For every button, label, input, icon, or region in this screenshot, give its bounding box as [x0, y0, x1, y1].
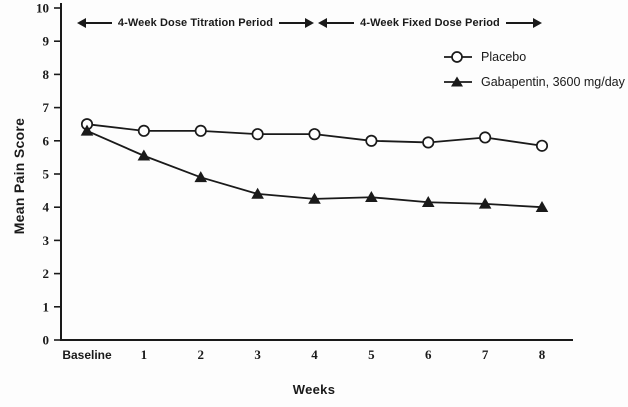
x-tick-label: 7 [482, 347, 489, 362]
annotation-titration-period: 4-Week Dose Titration Period [77, 17, 314, 29]
x-tick-label: 4 [311, 347, 318, 362]
data-point-triangle [421, 196, 435, 208]
y-tick-label: 7 [43, 100, 50, 115]
y-tick-label: 5 [43, 167, 50, 182]
data-point-triangle [478, 197, 492, 209]
y-tick-label: 3 [43, 233, 50, 248]
data-point-circle [251, 128, 264, 141]
x-tick-label: 8 [539, 347, 546, 362]
arrow-line [86, 22, 112, 24]
data-point-circle [137, 124, 150, 137]
y-axis-title: Mean Pain Score [11, 117, 27, 235]
x-axis-title: Weeks [292, 382, 336, 397]
data-point-circle [422, 136, 435, 149]
data-point-circle [308, 128, 321, 141]
x-tick-label: 5 [368, 347, 375, 362]
x-tick-label: 6 [425, 347, 432, 362]
arrow-line [279, 22, 305, 24]
data-point-triangle [535, 201, 549, 212]
y-tick-label: 4 [43, 200, 50, 215]
data-point-circle [194, 124, 207, 137]
data-point-triangle [194, 171, 208, 183]
legend: Placebo Gabapentin, 3600 mg/day [443, 49, 625, 90]
data-point-circle [365, 134, 378, 147]
arrow-left-icon [77, 18, 86, 28]
y-tick-label: 6 [43, 133, 50, 148]
x-tick-label: Baseline [62, 348, 112, 362]
y-tick-label: 2 [43, 266, 50, 281]
open-circle-marker-icon [444, 51, 472, 63]
arrow-line [327, 22, 355, 24]
arrow-line [505, 22, 533, 24]
legend-item-gabapentin: Gabapentin, 3600 mg/day [443, 74, 625, 90]
y-tick-label: 10 [36, 1, 49, 16]
data-point-triangle [80, 124, 94, 136]
legend-label: Placebo [481, 50, 527, 64]
data-point-triangle [365, 191, 378, 203]
annotation-label: 4-Week Dose Titration Period [117, 17, 274, 29]
y-tick-label: 0 [43, 333, 50, 348]
y-tick-label: 8 [43, 67, 50, 82]
x-tick-label: 3 [254, 347, 261, 362]
x-tick-label: 1 [141, 347, 148, 362]
y-tick-label: 9 [43, 34, 50, 49]
data-point-circle [535, 139, 549, 152]
filled-triangle-marker-icon [444, 76, 472, 87]
arrow-right-icon [305, 18, 314, 28]
legend-label: Gabapentin, 3600 mg/day [481, 75, 625, 89]
x-tick-label: 2 [198, 347, 205, 362]
arrow-right-icon [533, 18, 542, 28]
annotation-fixed-dose-period: 4-Week Fixed Dose Period [318, 17, 542, 29]
annotation-label: 4-Week Fixed Dose Period [360, 17, 500, 29]
data-point-circle [479, 131, 492, 144]
arrow-left-icon [318, 18, 327, 28]
y-tick-label: 1 [43, 299, 50, 314]
data-point-triangle [137, 149, 151, 161]
data-point-triangle [251, 187, 264, 199]
legend-item-placebo: Placebo [443, 49, 625, 65]
data-point-triangle [308, 192, 321, 204]
